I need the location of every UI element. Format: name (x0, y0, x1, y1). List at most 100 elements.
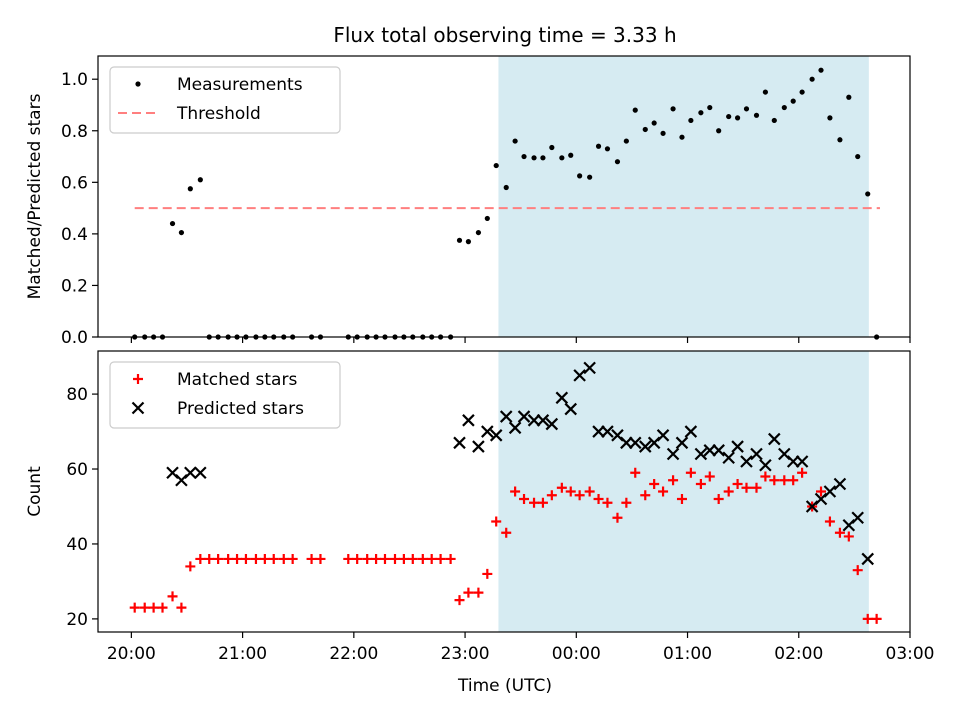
count-series0-point (139, 602, 150, 613)
count-x-tick-label: 03:00 (886, 644, 935, 664)
count-series0-point (797, 467, 808, 478)
ratio-series0-point (707, 104, 713, 111)
ratio-series0-point (762, 89, 768, 95)
count-series0-point (232, 553, 243, 564)
count-series0-point (565, 486, 576, 497)
count-series1-point (722, 451, 735, 465)
count-series0-point (862, 613, 873, 624)
count-series0-point (343, 553, 354, 564)
count-series0-point (621, 497, 632, 508)
count-series1-point (694, 447, 708, 461)
ratio-series0-point (549, 144, 555, 151)
ratio-series0-point (484, 215, 490, 222)
ratio-y-tick-label: 0.6 (61, 173, 88, 193)
count-legend-label: Predicted stars (177, 399, 304, 419)
count-y-tick-label: 80 (66, 385, 88, 405)
ratio-legend-label: Threshold (176, 104, 261, 124)
count-series1-point (489, 429, 503, 442)
count-series0-point (668, 475, 679, 486)
count-series1-point (628, 436, 642, 450)
ratio-series0-point (614, 159, 621, 165)
ratio-legend-symbol (135, 81, 141, 87)
count-series0-point (649, 479, 660, 490)
count-series0-point (473, 587, 484, 598)
ratio-series0-point (651, 120, 657, 126)
count-series0-point (389, 553, 400, 564)
ratio-series0-point (799, 89, 805, 95)
ratio-y-tick-label: 1.0 (61, 70, 88, 90)
count-series1-point (786, 455, 800, 468)
count-series0-point (741, 482, 752, 493)
count-series1-point (740, 455, 753, 468)
count-series0-point (704, 471, 715, 482)
ratio-series0-point (726, 113, 732, 120)
count-series1-point (517, 410, 531, 423)
count-series0-point (259, 553, 270, 564)
count-series0-point (760, 471, 771, 482)
x-axis-label: Time (UTC) (457, 676, 552, 696)
ratio-series0-point (493, 162, 499, 169)
count-series0-point (306, 553, 317, 564)
count-series1-point (555, 391, 569, 405)
ratio-series0-point (456, 237, 463, 243)
count-series1-point (768, 432, 781, 446)
count-series1-point (184, 466, 197, 480)
count-series0-point (240, 553, 251, 564)
ratio-series0-point (187, 186, 193, 192)
ratio-series0-point (790, 98, 796, 104)
count-series1-point (759, 458, 772, 472)
count-series0-point (195, 553, 206, 564)
ratio-series0-point (604, 146, 611, 152)
ratio-y-tick-label: 0.2 (61, 276, 88, 296)
count-y-tick-label: 40 (66, 535, 88, 555)
count-x-tick-label: 02:00 (774, 644, 823, 664)
count-y-tick-label: 60 (66, 460, 88, 480)
ratio-y-tick-label: 0.4 (61, 225, 88, 245)
ratio-series0-point (169, 220, 176, 227)
count-series1-point (601, 425, 614, 438)
count-series1-point (536, 414, 550, 427)
count-series1-point (861, 552, 875, 566)
count-series0-point (602, 497, 613, 508)
count-series1-point (481, 425, 494, 438)
ratio-series0-point (818, 67, 824, 73)
ratio-series0-point (503, 184, 509, 191)
count-series1-point (731, 440, 744, 453)
count-series0-point (685, 467, 696, 478)
count-x-tick-label: 20:00 (107, 644, 156, 664)
count-series1-point (499, 410, 513, 423)
count-series0-point (732, 479, 743, 490)
ratio-axes-frame (97, 55, 911, 338)
count-series0-point (871, 613, 882, 624)
count-series0-point (824, 516, 835, 527)
ratio-series0-point (753, 112, 760, 118)
count-series0-point (779, 475, 790, 486)
count-series0-point (362, 553, 373, 564)
count-series0-point (454, 595, 465, 606)
ratio-series0-point (698, 110, 704, 116)
count-series1-point (851, 511, 864, 525)
count-legend-label: Matched stars (177, 370, 297, 390)
ratio-series0-point (670, 106, 676, 112)
ratio-series0-point (577, 173, 583, 179)
count-series0-point (268, 553, 279, 564)
count-panel: 20 40 60 80 20:00 21:00 22:00 23:00 00:00 01:00 02… (25, 350, 935, 664)
count-series0-point (843, 531, 854, 542)
count-series0-point (537, 497, 548, 508)
count-y-tick-label: 20 (66, 610, 88, 630)
ratio-series0-point (781, 104, 787, 111)
count-series0-point (185, 561, 196, 572)
ratio-series0-point (568, 152, 574, 158)
ratio-series0-point (540, 155, 546, 161)
count-series0-point (584, 486, 595, 497)
ratio-series0-point (475, 229, 482, 236)
count-series0-point (315, 553, 326, 564)
ratio-series0-point (531, 155, 537, 161)
ratio-legend-label: Measurements (177, 75, 303, 95)
ratio-series0-point (632, 107, 638, 113)
count-series0-point (723, 486, 734, 497)
count-series1-point (823, 485, 837, 498)
count-series0-point (426, 553, 437, 564)
count-x-tick-label: 00:00 (552, 644, 601, 664)
count-series0-point (593, 493, 604, 504)
